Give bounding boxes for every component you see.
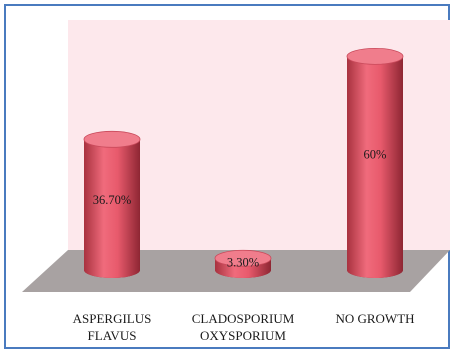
bar-bottom-curve: [84, 269, 140, 278]
bar-top: [346, 47, 404, 65]
bar: 60%: [346, 47, 404, 278]
bar-bottom-curve: [215, 269, 271, 278]
x-tick-label: CLADOSPORIUM OXYSPORIUM: [192, 311, 295, 343]
bar-body: [347, 56, 403, 271]
data-label: 60%: [364, 148, 387, 162]
data-label: 36.70%: [93, 193, 132, 207]
bar-top: [83, 130, 141, 148]
data-label: 3.30%: [227, 255, 259, 269]
bar-top: [214, 249, 272, 267]
bar: 3.30%: [214, 249, 272, 278]
x-tick-label: ASPERGILUS FLAVUS: [73, 311, 152, 343]
bar: 36.70%: [83, 130, 141, 278]
bar-body: [84, 139, 140, 270]
bar-bottom-curve: [347, 269, 403, 278]
x-tick-label: NO GROWTH: [335, 311, 414, 326]
